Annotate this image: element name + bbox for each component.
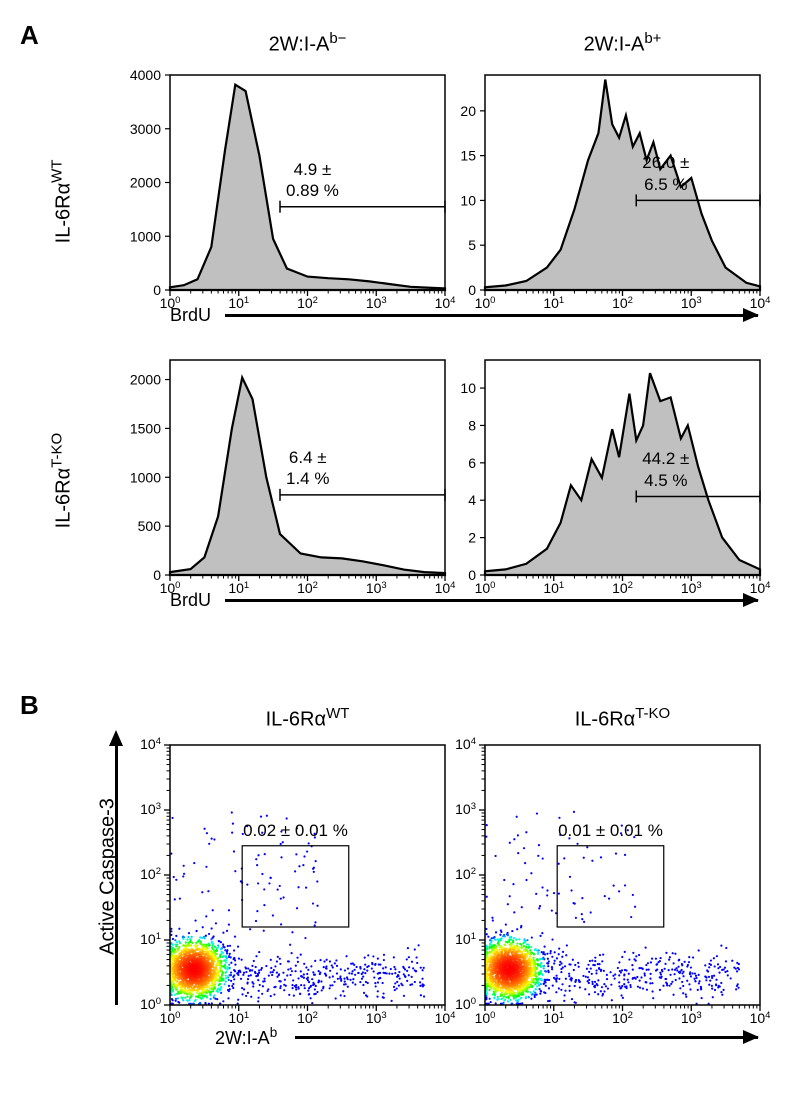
histogram-plot: 0510152010010110210310426.0 ±6.5 % [485, 75, 770, 315]
svg-text:8: 8 [468, 417, 476, 433]
col-header-left-text: 2W:I-A [269, 34, 330, 56]
svg-text:104: 104 [435, 580, 457, 597]
svg-text:104: 104 [435, 295, 457, 312]
svg-text:15: 15 [460, 148, 476, 164]
x-axis-arrow [225, 314, 758, 317]
svg-text:103: 103 [366, 295, 387, 312]
svg-text:102: 102 [612, 295, 633, 312]
gate-label: 26.0 ±6.5 % [642, 152, 689, 195]
svg-text:100: 100 [140, 996, 161, 1013]
svg-text:101: 101 [140, 931, 161, 948]
label-text: IL-6Rα [266, 709, 326, 731]
col-header-right-sup: b+ [644, 30, 661, 47]
svg-text:2000: 2000 [130, 372, 161, 388]
row1-label: IL-6RαWT [49, 123, 76, 243]
svg-text:102: 102 [297, 1010, 318, 1027]
svg-text:0.02 ± 0.01 %: 0.02 ± 0.01 % [243, 821, 348, 840]
x-axis-label: BrdU [170, 590, 211, 611]
svg-text:104: 104 [140, 736, 162, 753]
svg-text:4000: 4000 [130, 67, 161, 83]
svg-text:103: 103 [140, 801, 161, 818]
row1-label-text: IL-6Rα [52, 183, 74, 243]
svg-text:104: 104 [435, 1010, 457, 1027]
label-text: 2W:I-A [215, 1028, 270, 1048]
svg-text:103: 103 [681, 580, 702, 597]
svg-text:20: 20 [460, 103, 476, 119]
svg-text:103: 103 [366, 580, 387, 597]
gate-label: 6.4 ±1.4 % [286, 447, 329, 490]
histogram-plot: 05001000150020001001011021031046.4 ±1.4 … [170, 360, 455, 600]
svg-text:1000: 1000 [130, 228, 161, 244]
svg-text:100: 100 [475, 580, 496, 597]
panel-a: A 2W:I-Ab− 2W:I-Ab+ IL-6RαWT IL-6RαT-KO … [20, 20, 765, 660]
svg-text:6: 6 [468, 455, 476, 471]
col-header-left-sup: b− [329, 30, 346, 47]
scatter-plot: 1001011021031041001011021031040.01 ± 0.0… [485, 745, 770, 1030]
row1-label-sup: WT [49, 160, 66, 183]
histogram-svg: 0246810100101102103104 [485, 360, 770, 595]
svg-text:103: 103 [366, 1010, 387, 1027]
svg-text:101: 101 [543, 295, 564, 312]
svg-text:103: 103 [681, 295, 702, 312]
col-header-left: 2W:I-Ab− [170, 30, 445, 57]
svg-text:2: 2 [468, 530, 476, 546]
panel-b-label: B [20, 690, 39, 721]
x-axis-arrow [225, 599, 758, 602]
svg-text:102: 102 [612, 580, 633, 597]
label-sup: T-KO [635, 705, 670, 722]
scatter-svg: 1001011021031041001011021031040.02 ± 0.0… [170, 745, 455, 1025]
figure: A 2W:I-Ab− 2W:I-Ab+ IL-6RαWT IL-6RαT-KO … [20, 20, 765, 1070]
gate-label: 44.2 ±4.5 % [642, 448, 689, 491]
svg-text:100: 100 [475, 295, 496, 312]
panel-b-col-header-left: IL-6RαWT [170, 705, 445, 732]
svg-text:4: 4 [468, 492, 476, 508]
svg-text:102: 102 [297, 295, 318, 312]
col-header-right: 2W:I-Ab+ [485, 30, 760, 57]
svg-text:3000: 3000 [130, 121, 161, 137]
panel-b: B IL-6RαWT IL-6RαT-KO Active Caspase-3 1… [20, 690, 765, 1070]
label-sup: b [270, 1025, 278, 1040]
scatter-plot: 1001011021031041001011021031040.02 ± 0.0… [170, 745, 455, 1030]
svg-text:5: 5 [468, 237, 476, 253]
svg-text:101: 101 [228, 295, 249, 312]
row2-label-sup: T-KO [49, 433, 66, 468]
histogram-plot: 024681010010110210310444.2 ±4.5 % [485, 360, 770, 600]
svg-text:10: 10 [460, 380, 476, 396]
svg-text:1500: 1500 [130, 420, 161, 436]
histogram-plot: 010002000300040001001011021031044.9 ±0.8… [170, 75, 455, 315]
svg-text:100: 100 [160, 1010, 181, 1027]
svg-text:101: 101 [543, 580, 564, 597]
svg-text:102: 102 [140, 866, 161, 883]
svg-text:500: 500 [138, 518, 162, 534]
svg-text:10: 10 [460, 192, 476, 208]
panel-a-label: A [20, 20, 39, 51]
row2-label-text: IL-6Rα [52, 468, 74, 528]
row2-label: IL-6RαT-KO [49, 408, 76, 528]
scatter-svg: 1001011021031041001011021031040.01 ± 0.0… [485, 745, 770, 1025]
gate-label: 4.9 ±0.89 % [286, 159, 339, 202]
svg-text:102: 102 [297, 580, 318, 597]
svg-text:101: 101 [228, 1010, 249, 1027]
x-axis-arrow [295, 1036, 758, 1039]
histogram-svg: 05101520100101102103104 [485, 75, 770, 310]
svg-text:2000: 2000 [130, 175, 161, 191]
x-axis-label: 2W:I-Ab [215, 1025, 277, 1049]
label-sup: WT [326, 705, 349, 722]
label-text: IL-6Rα [575, 709, 635, 731]
panel-b-col-header-right: IL-6RαT-KO [485, 705, 760, 732]
x-axis-label: BrdU [170, 305, 211, 326]
svg-text:101: 101 [228, 580, 249, 597]
svg-text:1000: 1000 [130, 469, 161, 485]
col-header-right-text: 2W:I-A [584, 34, 645, 56]
y-axis-label: Active Caspase-3 [97, 797, 120, 957]
